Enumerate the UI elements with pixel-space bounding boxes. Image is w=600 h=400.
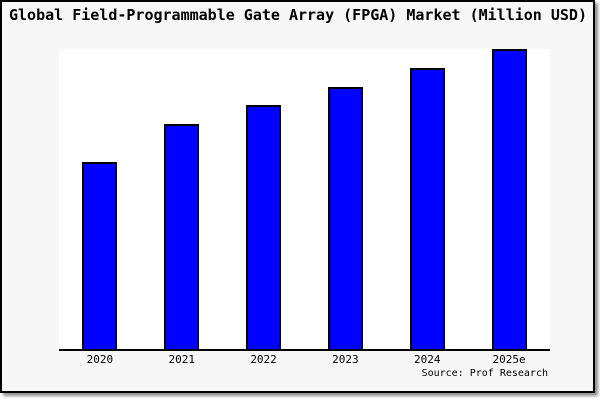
chart-figure: Global Field-Programmable Gate Array (FP… bbox=[0, 0, 595, 393]
bar-slot bbox=[59, 49, 141, 349]
bar-slot bbox=[304, 49, 386, 349]
bar-slot bbox=[386, 49, 468, 349]
x-tick-label: 2022 bbox=[250, 353, 277, 366]
plot-area bbox=[59, 49, 550, 351]
bar-slot bbox=[141, 49, 223, 349]
x-tick-label: 2023 bbox=[332, 353, 359, 366]
x-tick-label: 2024 bbox=[413, 353, 441, 366]
source-note: Source: Prof Research bbox=[421, 368, 548, 379]
chart-title: Global Field-Programmable Gate Array (FP… bbox=[9, 6, 587, 24]
x-axis-tick-labels: 2020 2021 2022 2023 2024 2025e bbox=[59, 354, 550, 366]
bar bbox=[327, 86, 363, 349]
bar-slot bbox=[468, 49, 550, 349]
bar bbox=[246, 105, 282, 349]
bar-slot bbox=[223, 49, 305, 349]
x-tick-label: 2025e bbox=[492, 353, 526, 366]
x-tick-label: 2020 bbox=[86, 353, 114, 366]
bar bbox=[491, 49, 527, 349]
x-tick-label: 2021 bbox=[168, 353, 195, 366]
bar bbox=[164, 124, 200, 349]
bar bbox=[409, 67, 445, 349]
bar bbox=[82, 161, 118, 349]
